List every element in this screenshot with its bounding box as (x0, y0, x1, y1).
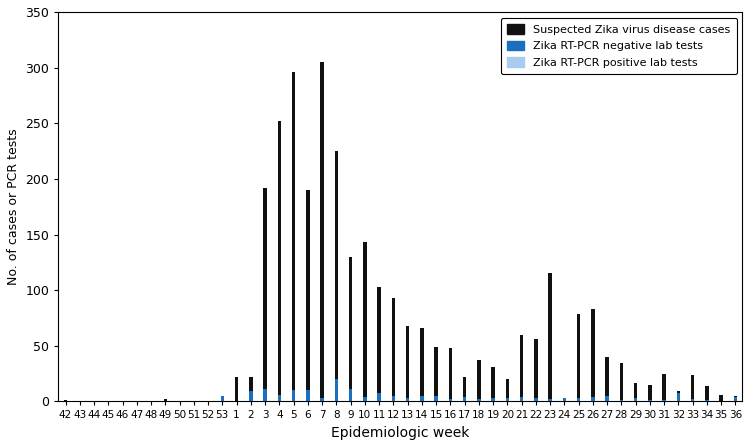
Bar (363, 242, 367, 401)
Bar (506, 379, 509, 401)
Bar (577, 398, 580, 401)
Bar (263, 389, 267, 401)
Bar (249, 392, 253, 401)
Bar (306, 390, 310, 401)
Bar (334, 151, 338, 401)
Bar (648, 385, 652, 401)
Bar (349, 257, 352, 401)
Bar (534, 339, 538, 401)
Bar (278, 121, 281, 401)
Bar (320, 398, 324, 401)
Bar (705, 386, 709, 401)
Bar (448, 399, 452, 401)
Bar (734, 397, 737, 401)
Bar (349, 389, 352, 401)
Bar (691, 399, 694, 401)
Bar (164, 399, 167, 401)
Bar (292, 72, 296, 401)
Bar (520, 335, 524, 401)
Bar (434, 396, 438, 401)
Bar (577, 313, 580, 401)
Bar (363, 397, 367, 401)
Bar (377, 392, 381, 401)
Legend: Suspected Zika virus disease cases, Zika RT-PCR negative lab tests, Zika RT-PCR : Suspected Zika virus disease cases, Zika… (501, 17, 737, 74)
Bar (534, 398, 538, 401)
Bar (477, 399, 481, 401)
Bar (334, 379, 338, 401)
Bar (434, 347, 438, 401)
Bar (562, 398, 566, 401)
Bar (691, 375, 694, 401)
Bar (491, 398, 495, 401)
Bar (477, 360, 481, 401)
Bar (605, 396, 609, 401)
Bar (548, 399, 552, 401)
Bar (634, 398, 638, 401)
Bar (292, 390, 296, 401)
Bar (235, 377, 238, 401)
Bar (249, 377, 253, 401)
Bar (620, 363, 623, 401)
Bar (420, 328, 424, 401)
Bar (719, 395, 723, 401)
Bar (406, 398, 410, 401)
Bar (634, 383, 638, 401)
Bar (562, 399, 566, 401)
Bar (448, 348, 452, 401)
X-axis label: Epidemiologic week: Epidemiologic week (332, 426, 470, 440)
Bar (548, 274, 552, 401)
Bar (306, 190, 310, 401)
Bar (392, 298, 395, 401)
Bar (605, 357, 609, 401)
Bar (734, 396, 737, 401)
Bar (506, 398, 509, 401)
Bar (662, 374, 666, 401)
Bar (392, 396, 395, 401)
Bar (278, 395, 281, 401)
Bar (406, 326, 410, 401)
Bar (591, 309, 595, 401)
Bar (520, 397, 524, 401)
Bar (320, 62, 324, 401)
Y-axis label: No. of cases or PCR tests: No. of cases or PCR tests (7, 128, 20, 285)
Bar (676, 392, 680, 401)
Bar (676, 392, 680, 401)
Bar (420, 396, 424, 401)
Bar (463, 377, 466, 401)
Bar (263, 188, 267, 401)
Bar (377, 287, 381, 401)
Bar (591, 397, 595, 401)
Bar (463, 397, 466, 401)
Bar (220, 396, 224, 401)
Bar (491, 367, 495, 401)
